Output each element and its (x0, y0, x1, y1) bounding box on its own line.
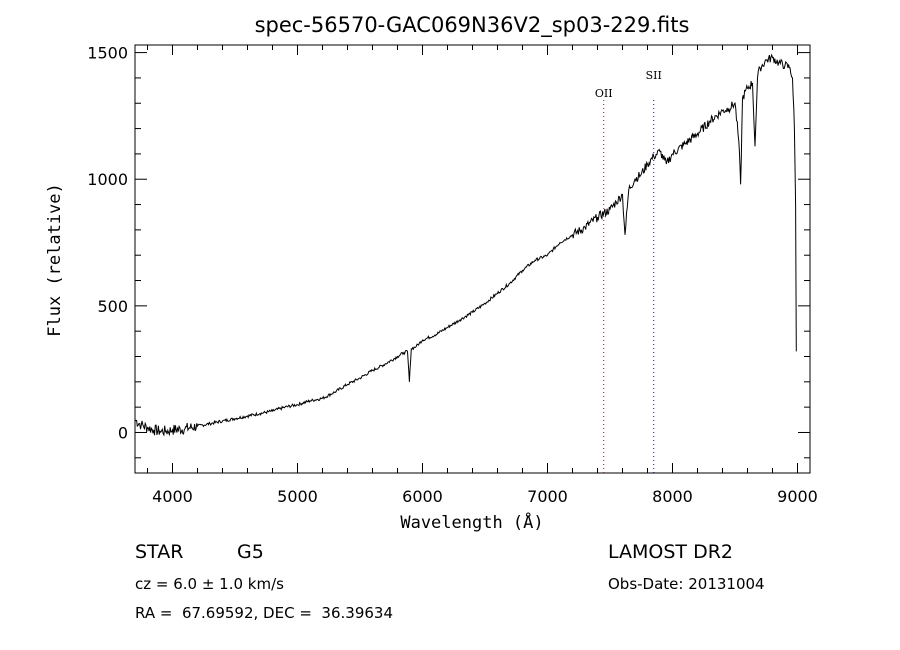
y-tick-label: 0 (118, 423, 128, 442)
x-tick-label: 7000 (527, 487, 568, 506)
x-tick-label: 6000 (402, 487, 443, 506)
y-tick-label: 1500 (87, 44, 128, 63)
obs-date-text: Obs-Date: 20131004 (608, 575, 765, 593)
spectrum-series (134, 53, 797, 437)
spectrum-line (134, 53, 797, 437)
y-axis-label: Flux (relative) (45, 183, 65, 337)
x-tick-label: 9000 (777, 487, 818, 506)
object-class: STAR (135, 541, 184, 563)
x-axis-label: Wavelength (Å) (400, 511, 543, 533)
survey-label: LAMOST DR2 (608, 541, 733, 563)
redshift-text: cz = 6.0 ± 1.0 km/s (135, 575, 284, 593)
line-marker-label: SII (646, 69, 662, 82)
y-tick-label: 500 (97, 297, 128, 316)
plot-frame (134, 44, 811, 474)
y-tick-label: 1000 (87, 170, 128, 189)
x-tick-label: 8000 (652, 487, 693, 506)
x-tick-label: 4000 (152, 487, 193, 506)
line-marker-label: OII (595, 87, 613, 100)
axis-ticks: 4000 5000 6000 7000 8000 9000 0 500 1000 1500 (87, 44, 818, 506)
object-subclass: G5 (237, 541, 264, 563)
chart-title: spec-56570-GAC069N36V2_sp03-229.fits (255, 13, 690, 38)
emission-line-markers: OII SII (595, 69, 662, 473)
coordinates-text: RA = 67.69592, DEC = 36.39634 (135, 604, 394, 622)
x-tick-label: 5000 (277, 487, 318, 506)
